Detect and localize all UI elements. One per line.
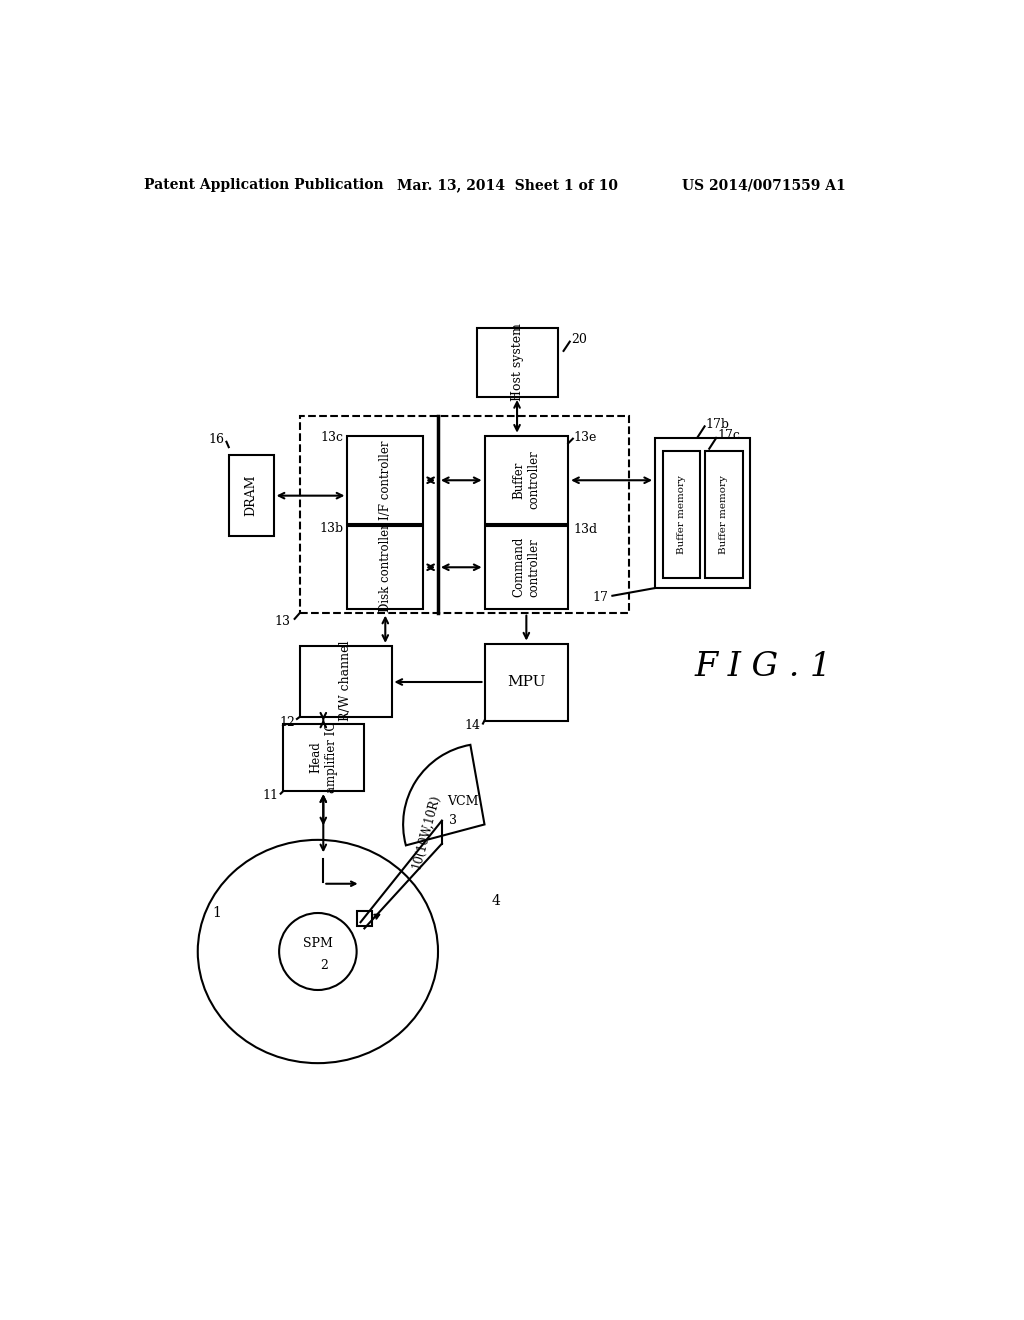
Ellipse shape: [198, 840, 438, 1063]
Text: SPM: SPM: [303, 937, 333, 950]
Text: 2: 2: [321, 958, 328, 972]
Text: 13e: 13e: [573, 430, 597, 444]
Text: 16: 16: [209, 433, 225, 446]
Text: F I G . 1: F I G . 1: [695, 651, 833, 682]
Bar: [356, 911, 372, 927]
Text: Command
controller: Command controller: [512, 537, 541, 598]
Text: 3: 3: [450, 814, 458, 828]
Text: DRAM: DRAM: [245, 474, 258, 516]
Bar: [484, 436, 568, 524]
Text: 13b: 13b: [319, 521, 343, 535]
Text: 13c: 13c: [321, 430, 343, 444]
Text: 1: 1: [213, 906, 221, 920]
Text: 13: 13: [274, 615, 291, 628]
Text: 17b: 17b: [706, 417, 729, 430]
Text: 12: 12: [280, 715, 295, 729]
Bar: [228, 455, 273, 536]
Text: MPU: MPU: [507, 675, 546, 689]
Text: 4: 4: [492, 895, 501, 908]
Bar: [706, 451, 742, 578]
Text: Disk controller: Disk controller: [379, 523, 392, 611]
Text: 14: 14: [465, 719, 480, 733]
Bar: [347, 525, 423, 609]
Text: Host system: Host system: [511, 323, 524, 401]
Text: R/W channel: R/W channel: [339, 642, 352, 722]
Bar: [283, 723, 365, 792]
Bar: [663, 451, 700, 578]
Wedge shape: [403, 744, 484, 845]
Text: Patent Application Publication: Patent Application Publication: [143, 178, 383, 193]
Text: 20: 20: [571, 333, 587, 346]
Text: Mar. 13, 2014  Sheet 1 of 10: Mar. 13, 2014 Sheet 1 of 10: [397, 178, 618, 193]
Text: VCM: VCM: [447, 795, 478, 808]
Text: Head
amplifier IC: Head amplifier IC: [309, 722, 338, 793]
Text: Buffer memory: Buffer memory: [720, 475, 728, 554]
Text: 13d: 13d: [573, 523, 598, 536]
Text: Buffer memory: Buffer memory: [677, 475, 686, 554]
Text: I/F controller: I/F controller: [379, 440, 392, 520]
Text: US 2014/0071559 A1: US 2014/0071559 A1: [682, 178, 846, 193]
Text: Buffer
controller: Buffer controller: [512, 450, 541, 510]
Bar: [347, 436, 423, 524]
Text: 10(10W,10R): 10(10W,10R): [411, 793, 442, 870]
Bar: [655, 438, 750, 589]
Text: 11: 11: [262, 789, 279, 803]
Text: 17: 17: [593, 591, 608, 603]
Bar: [477, 327, 558, 397]
Bar: [484, 525, 568, 609]
Circle shape: [280, 913, 356, 990]
Bar: [300, 416, 630, 612]
Bar: [300, 645, 391, 717]
Text: 17c: 17c: [717, 429, 740, 442]
Bar: [484, 644, 568, 721]
